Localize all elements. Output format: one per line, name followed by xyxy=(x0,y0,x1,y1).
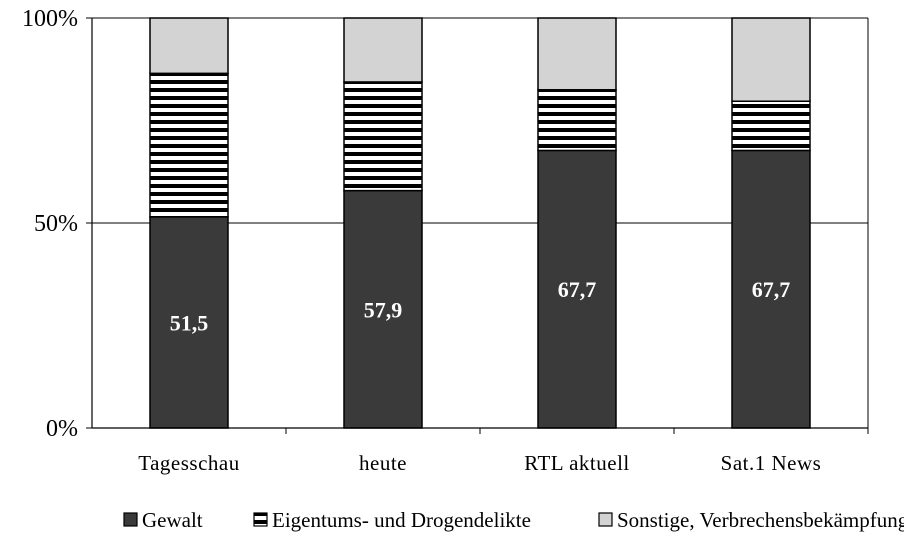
bar-gewalt-3 xyxy=(537,149,617,429)
axes xyxy=(86,17,869,434)
bar-eigentums-drogendelikte-3 xyxy=(537,89,617,152)
category-label-3: RTL aktuell xyxy=(524,451,630,475)
data-label-4: 67,7 xyxy=(752,277,791,302)
y-tick-label-0: 0% xyxy=(46,416,78,442)
bar-eigentums-drogendelikte-2 xyxy=(343,81,423,192)
data-label-2: 57,9 xyxy=(364,297,403,322)
legend-label-2: Eigentums- und Drogendelikte xyxy=(272,508,531,532)
legend-swatch-2 xyxy=(253,512,268,527)
data-label-3: 67,7 xyxy=(558,277,597,302)
legend: Gewalt Eigentums- und Drogendelikte Sonsti… xyxy=(123,508,904,532)
bar-sonstige-3 xyxy=(537,17,617,91)
labels: 51,5 Tagesschau 57,9 heute 67,7 RTL aktuell 67… xyxy=(22,6,821,475)
category-label-1: Tagesschau xyxy=(138,451,240,475)
bar-eigentums-drogendelikte-4 xyxy=(731,100,811,152)
data-label-1: 51,5 xyxy=(170,310,209,335)
y-tick-label-100: 100% xyxy=(22,6,78,32)
legend-label-1: Gewalt xyxy=(142,508,203,532)
bar-sonstige-4 xyxy=(731,17,811,102)
bar-sonstige-1 xyxy=(149,17,229,75)
legend-swatch-3 xyxy=(598,512,613,527)
bar-sonstige-2 xyxy=(343,17,423,83)
y-tick-label-50: 50% xyxy=(34,211,78,237)
bars xyxy=(149,17,811,429)
category-label-2: heute xyxy=(359,451,407,475)
legend-swatch-1 xyxy=(123,512,138,527)
bar-eigentums-drogendelikte-1 xyxy=(149,72,229,218)
category-label-4: Sat.1 News xyxy=(721,451,822,475)
legend-label-3: Sonstige, Verbrechensbekämpfung xyxy=(617,508,904,532)
bar-gewalt-1 xyxy=(149,216,229,429)
